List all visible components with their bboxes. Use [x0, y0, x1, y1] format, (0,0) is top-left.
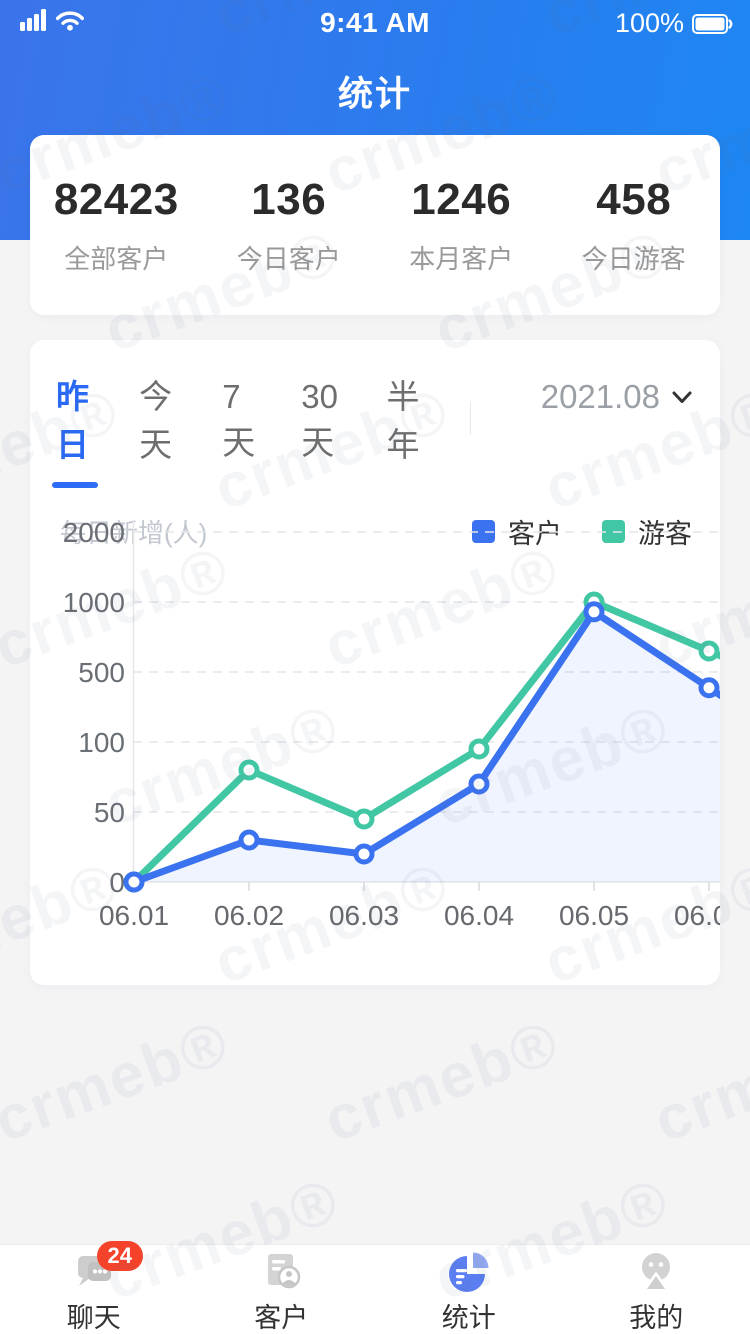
battery-icon — [692, 13, 733, 34]
svg-text:1000: 1000 — [63, 587, 125, 618]
svg-text:2000: 2000 — [63, 517, 125, 548]
tabbar-item-chat[interactable]: 24 聊天 — [0, 1241, 188, 1334]
stat-label: 本月客户 — [409, 243, 514, 274]
stat-value: 1246 — [411, 174, 512, 224]
legend-visitors[interactable]: 游客 — [602, 512, 692, 551]
chart-legend: 客户 游客 — [472, 512, 692, 551]
svg-text:06.03: 06.03 — [329, 900, 399, 931]
chat-badge: 24 — [96, 1241, 143, 1271]
chat-icon: 24 — [71, 1241, 143, 1295]
stat-label: 今日游客 — [581, 243, 686, 274]
stats-summary-card: 82423 全部客户 136 今日客户 1246 本月客户 458 今日游客 — [30, 135, 720, 315]
stat-today-customers: 136 今日客户 — [203, 175, 376, 276]
svg-text:0: 0 — [109, 867, 125, 898]
stat-value: 458 — [596, 174, 672, 224]
status-right: 100% — [615, 8, 734, 39]
legend-swatch-blue — [472, 520, 495, 543]
chart-header: 每日新增(人) 客户 游客 — [30, 512, 720, 551]
svg-text:06.01: 06.01 — [99, 900, 169, 931]
tabbar-item-stats[interactable]: 统计 — [375, 1245, 563, 1334]
legend-customers[interactable]: 客户 — [472, 512, 562, 551]
stat-month-customers: 1246 本月客户 — [375, 175, 548, 276]
month-dropdown[interactable]: 2021.08 — [541, 378, 692, 416]
bottom-tab-bar: 24 聊天 客户 — [0, 1241, 750, 1334]
stat-label: 今日客户 — [236, 243, 341, 274]
svg-text:50: 50 — [94, 797, 125, 828]
stat-value: 82423 — [53, 174, 179, 224]
page-title: 统计 — [337, 75, 412, 114]
svg-text:100: 100 — [78, 727, 125, 758]
tab-yesterday[interactable]: 昨日 — [56, 370, 93, 466]
divider — [469, 401, 471, 435]
svg-text:06.05: 06.05 — [559, 900, 629, 931]
tab-30days[interactable]: 30天 — [301, 378, 338, 461]
status-left — [20, 9, 84, 31]
svg-text:06.02: 06.02 — [214, 900, 284, 931]
svg-text:06.04: 06.04 — [444, 900, 514, 931]
tab-today[interactable]: 今天 — [139, 378, 173, 463]
svg-text:500: 500 — [78, 657, 125, 688]
chart-card: 昨日 今天 7天 30天 半年 2021.08 每日新增(人) 客户 — [30, 340, 720, 985]
stat-today-visitors: 458 今日游客 — [548, 175, 721, 276]
stats-icon — [446, 1249, 492, 1295]
date-range-tabs: 昨日 今天 7天 30天 半年 2021.08 — [30, 340, 720, 466]
wifi-icon — [56, 11, 84, 31]
svg-text:06.06: 06.06 — [674, 900, 720, 931]
tabbar-item-customers[interactable]: 客户 — [188, 1245, 376, 1334]
tab-half-year[interactable]: 半年 — [386, 378, 420, 463]
month-value: 2021.08 — [540, 378, 661, 415]
stat-value: 136 — [251, 174, 327, 224]
stat-label: 全部客户 — [64, 243, 169, 274]
clock-time: 9:41 AM — [320, 7, 430, 38]
trend-chart: 0 50 100 500 1000 2000 06.01 06.02 06.03 06.04 06.… — [63, 517, 720, 931]
customers-icon — [258, 1249, 304, 1295]
battery-percent: 100% — [614, 8, 684, 38]
tab-7days[interactable]: 7天 — [222, 378, 256, 461]
profile-icon — [633, 1249, 679, 1295]
stat-total-customers: 82423 全部客户 — [30, 175, 203, 276]
signal-icon — [20, 9, 46, 31]
chevron-down-icon — [672, 391, 692, 403]
status-bar: 9:41 AM 100% — [0, 0, 750, 42]
tabbar-item-profile[interactable]: 我的 — [563, 1245, 750, 1334]
